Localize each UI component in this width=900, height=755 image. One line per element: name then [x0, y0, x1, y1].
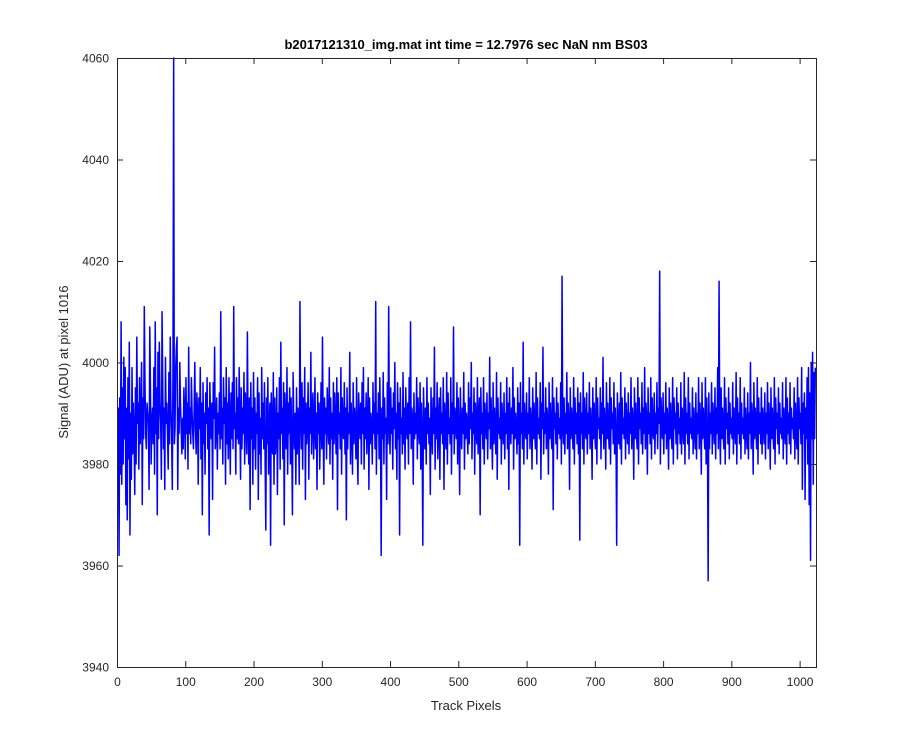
y-tick-label: 4000: [82, 356, 109, 370]
x-axis-label: Track Pixels: [431, 698, 502, 713]
x-tick-label: 400: [381, 675, 401, 689]
x-tick-label: 300: [312, 675, 332, 689]
x-tick-label: 500: [449, 675, 469, 689]
series-line-1: [116, 57, 817, 582]
y-tick-label: 3960: [82, 559, 109, 573]
x-tick-label: 600: [517, 675, 537, 689]
x-tick-label: 200: [244, 675, 264, 689]
y-tick-label: 4040: [82, 153, 109, 167]
plot-area: [117, 58, 816, 667]
y-axis: 3940 3960 3980 4000 4020 4040 4060: [82, 52, 816, 675]
chart-title: b2017121310_img.mat int time = 12.7976 s…: [284, 37, 647, 52]
x-tick-label: 0: [114, 675, 121, 689]
series-layer: [116, 57, 817, 582]
x-tick-label: 900: [722, 675, 742, 689]
x-tick-label: 800: [654, 675, 674, 689]
y-tick-label: 4020: [82, 255, 109, 269]
y-tick-label: 3940: [82, 661, 109, 675]
y-tick-label: 4060: [82, 52, 109, 66]
x-axis: 0 100 200 300 400 500 600 700 800 900 1000: [114, 58, 814, 689]
y-axis-label: Signal (ADU) at pixel 1016: [56, 285, 71, 438]
x-tick-label: 1000: [787, 675, 814, 689]
y-tick-label: 3980: [82, 458, 109, 472]
x-tick-label: 700: [585, 675, 605, 689]
x-tick-label: 100: [176, 675, 196, 689]
